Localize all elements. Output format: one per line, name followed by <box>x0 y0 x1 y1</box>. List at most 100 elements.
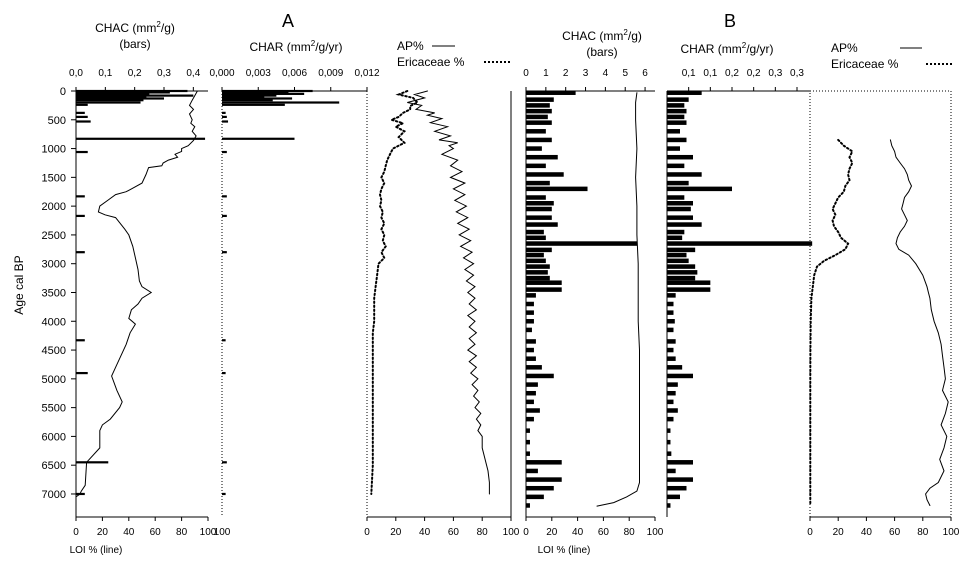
b-chac-bar <box>526 180 550 186</box>
a-chac-bar <box>76 150 88 154</box>
a-pollen-bottom-tick-label: 40 <box>419 527 431 538</box>
y-tick-label: 4500 <box>42 345 66 357</box>
b-pollen-frame <box>809 90 952 518</box>
a-loi-axis-title: LOI % (line) <box>70 545 123 556</box>
b-char-bar <box>667 382 678 387</box>
a-loi-bottom-tick-label: 80 <box>176 527 188 538</box>
a-char-bar <box>222 95 265 98</box>
b-char-bar <box>667 229 685 235</box>
b-char-bar <box>667 485 687 491</box>
b-char-title: CHAR (mm2/g/yr) <box>680 41 773 56</box>
a-chac-bar <box>76 120 91 123</box>
a-pollen-bottom-tick-label: 60 <box>448 527 460 538</box>
a-loi-bottom-tick-label: 0 <box>73 527 79 538</box>
a-char-bar <box>222 111 226 114</box>
b-chac-bar <box>526 129 546 134</box>
b-chac-bar <box>526 163 546 169</box>
b-char-bar <box>667 365 683 370</box>
b-chac-bar <box>526 301 534 307</box>
b-chac-bar <box>526 416 534 422</box>
b-chac-top-tick-label: 4 <box>603 68 609 79</box>
b-char-bar <box>667 206 691 212</box>
a-char-bar <box>222 150 227 154</box>
b-pollen-bottom-tick-label: 80 <box>917 527 929 538</box>
b-char-bar <box>667 258 689 264</box>
b-char-bar <box>667 339 676 344</box>
y-tick-label: 7000 <box>42 489 66 501</box>
b-char-bar <box>667 494 680 500</box>
b-pollen-bottom-tick-label: 0 <box>807 527 813 538</box>
b-char-bar <box>667 416 674 422</box>
b-chac-bar <box>526 154 558 160</box>
b-char-bar <box>667 408 678 413</box>
a-char-bar <box>222 195 227 198</box>
a-chac-bar <box>76 461 109 464</box>
b-chac-bar <box>526 408 540 413</box>
a-loi-bottom-tick-label: 20 <box>97 527 109 538</box>
b-chac-bar <box>526 172 564 177</box>
b-chac-top-tick-label: 5 <box>622 68 628 79</box>
b-chac-title: CHAC (mm2/g) <box>562 28 642 43</box>
b-char-top-tick-label: 0,2 <box>747 68 761 79</box>
a-legend-ericaceae-label: Ericaceae % <box>397 55 465 69</box>
b-chac-bar <box>526 319 534 324</box>
a-chac-bar <box>76 251 85 254</box>
a-char-bar <box>222 103 285 106</box>
a-pollen-ap-line <box>407 90 490 495</box>
a-char-bottom-label: 100 <box>214 527 231 538</box>
a-char-bar <box>222 137 295 140</box>
b-char-bar <box>667 439 671 445</box>
a-char-bar <box>222 492 226 496</box>
b-pollen-bottom-tick-label: 100 <box>943 527 960 538</box>
b-loi-axis-title: LOI % (line) <box>538 545 591 556</box>
b-pollen-ericaceae-line <box>809 138 854 507</box>
b-char-bar <box>667 287 711 292</box>
a-char-top-tick-label: 0,006 <box>282 68 307 79</box>
b-loi-bottom-tick-label: 80 <box>624 527 636 538</box>
a-char-bar <box>222 101 340 104</box>
b-chac-bar <box>526 252 544 258</box>
y-tick-label: 3500 <box>42 287 66 299</box>
a-legend: AP% Ericaceae % <box>397 39 510 69</box>
b-chac-top-tick-label: 1 <box>543 68 549 79</box>
b-char-bar <box>667 90 702 95</box>
a-chac-bar <box>76 115 88 119</box>
b-char-bar <box>667 280 711 285</box>
b-chac-top-tick-label: 6 <box>642 68 648 79</box>
b-char-bar <box>667 503 671 508</box>
b-chac-bar <box>526 215 552 220</box>
b-chac-bar <box>526 460 562 465</box>
a-char-bar <box>222 120 229 123</box>
b-char-bar <box>667 108 687 114</box>
b-loi-bottom-tick-label: 100 <box>647 527 664 538</box>
b-loi-line <box>596 92 640 507</box>
b-char-bar <box>667 373 693 379</box>
b-chac-bar <box>526 235 546 241</box>
b-char-bar <box>667 319 675 324</box>
b-loi-bottom-tick-label: 0 <box>523 527 529 538</box>
b-char-bar <box>667 356 676 361</box>
y-tick-label: 2000 <box>42 201 66 213</box>
b-chac-bar <box>526 287 562 292</box>
b-chac-bar <box>526 146 542 151</box>
b-chac-bar <box>526 382 538 387</box>
a-chac-bar <box>76 99 144 102</box>
a-pollen-ericaceae-line <box>370 90 420 495</box>
b-char-bar <box>667 451 672 456</box>
b-loi-bottom-tick-label: 60 <box>598 527 610 538</box>
panel-label-b: B <box>724 11 736 31</box>
a-loi-bottom-tick-label: 100 <box>200 527 217 538</box>
b-chac-bar <box>526 399 534 405</box>
b-char-bar <box>667 275 696 281</box>
b-chac-bar <box>526 468 538 474</box>
a-char-bar <box>222 214 227 218</box>
a-char-bar <box>222 94 277 97</box>
b-chac-bar <box>526 356 536 361</box>
a-char-bar <box>222 339 226 342</box>
b-chac-bar <box>526 310 534 315</box>
b-chac-bar <box>526 365 542 370</box>
a-chac-bar <box>76 339 85 342</box>
b-char-top-tick-label: 0,2 <box>725 68 739 79</box>
b-char-top-tick-label: 0,3 <box>768 68 782 79</box>
